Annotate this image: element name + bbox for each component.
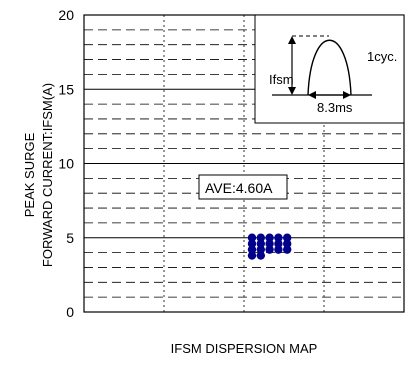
data-point [274,245,283,254]
data-point [283,239,292,248]
data-point [283,233,292,242]
inset-half-sine [307,39,352,96]
data-point [283,245,292,254]
y-tick-label: 5 [66,230,74,246]
y-axis-label-line1: PEAK SURGE [22,132,37,217]
data-point [256,233,265,242]
data-point [247,251,257,260]
x-axis-label: IFSM DISPERSION MAP [171,341,318,356]
inset-cycles-label: 1cyc. [367,49,397,64]
data-point [247,245,257,254]
plot-frame [83,14,405,313]
data-point [274,239,283,248]
inset-waveform: Ifsm 8.3ms 1cyc. [254,14,405,124]
data-point [256,251,265,260]
y-axis-label-line2: FORWARD CURRENT:IFSM(A) [40,83,55,267]
inset-time-label: 8.3ms [317,100,353,115]
y-tick-label: 20 [58,7,74,23]
data-point [265,245,274,254]
data-point [274,233,283,242]
average-label: AVE:4.60A [205,180,273,196]
data-point [256,245,265,254]
y-tick-labels: 0 5 10 15 20 [58,7,74,320]
data-points [247,233,292,260]
data-point [265,239,274,248]
y-tick-label: 0 [66,304,74,320]
data-point [256,239,265,248]
inset-ifsm-label: Ifsm [269,72,294,87]
data-point [247,233,257,242]
y-tick-label: 10 [58,156,74,172]
y-tick-label: 15 [58,81,74,97]
data-point [247,239,257,248]
average-annotation: AVE:4.60A [198,174,288,200]
data-point [265,233,274,242]
